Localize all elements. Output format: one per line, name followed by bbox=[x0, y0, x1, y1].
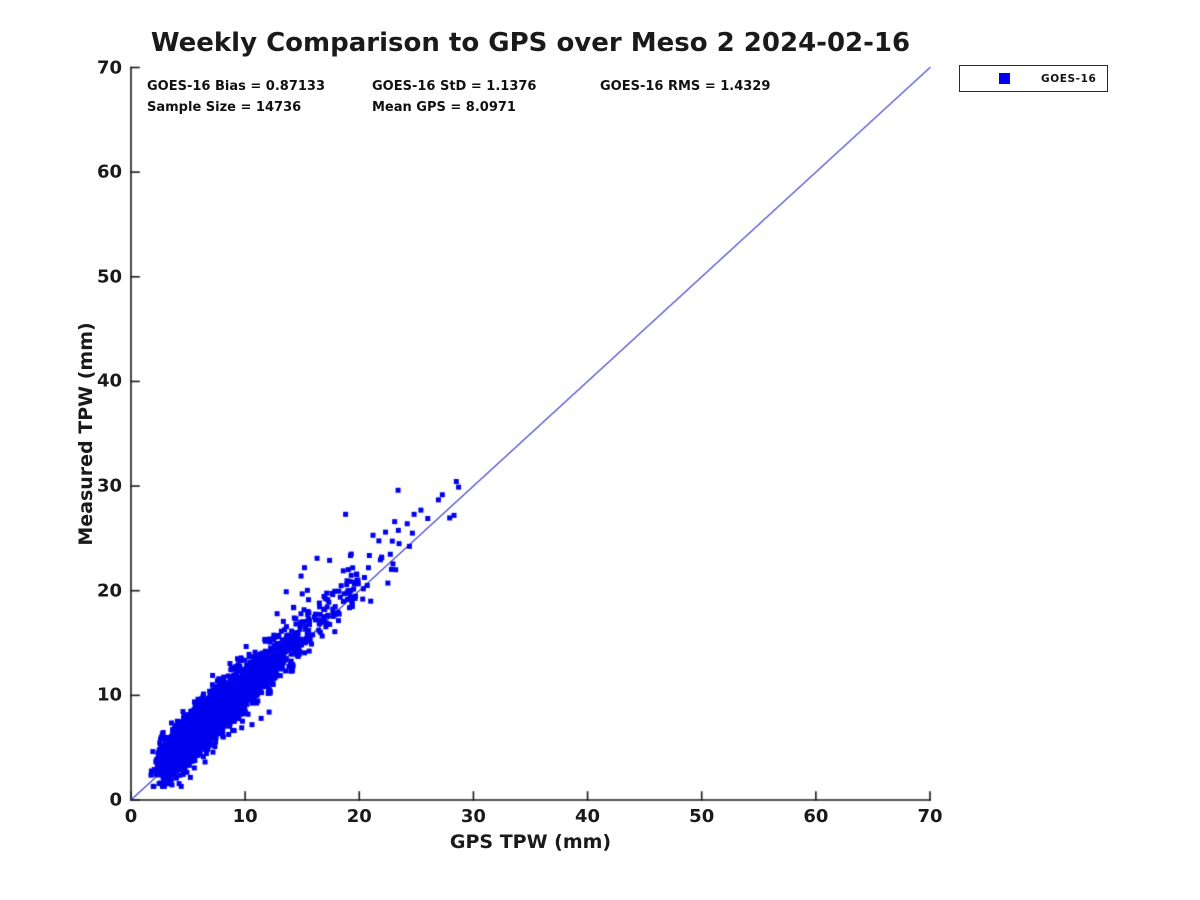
x-tick-label: 60 bbox=[803, 806, 829, 827]
y-tick-label: 60 bbox=[96, 161, 122, 183]
legend-square-marker-icon bbox=[999, 73, 1010, 84]
x-axis-label: GPS TPW (mm) bbox=[449, 831, 612, 853]
y-tick-label: 10 bbox=[96, 684, 122, 706]
x-tick-label: 40 bbox=[575, 806, 601, 827]
y-tick-label: 50 bbox=[96, 266, 122, 288]
x-tick-label: 70 bbox=[917, 806, 943, 827]
x-tick-label: 10 bbox=[232, 806, 258, 827]
chart-title: Weekly Comparison to GPS over Meso 2 202… bbox=[150, 28, 911, 58]
y-tick-label: 70 bbox=[96, 57, 122, 78]
rms-annotation: GOES-16 RMS = 1.4329 bbox=[600, 79, 771, 94]
x-tick-label: 50 bbox=[689, 806, 715, 827]
y-tick-label: 0 bbox=[109, 789, 122, 811]
bias-annotation: GOES-16 Bias = 0.87133 bbox=[147, 79, 326, 94]
x-tick-label: 20 bbox=[346, 806, 372, 827]
y-tick-label: 40 bbox=[96, 370, 122, 392]
x-tick-label: 0 bbox=[124, 806, 138, 827]
x-tick-label: 30 bbox=[460, 806, 486, 827]
legend-box: GOES-16 bbox=[959, 65, 1108, 92]
legend-label: GOES-16 bbox=[1041, 72, 1097, 85]
y-axis-label: Measured TPW (mm) bbox=[75, 322, 97, 546]
y-tick-label: 20 bbox=[96, 580, 122, 602]
std-annotation: GOES-16 StD = 1.1376 bbox=[372, 79, 537, 94]
sample-size-annotation: Sample Size = 14736 bbox=[147, 100, 302, 115]
y-tick-label: 30 bbox=[96, 475, 122, 497]
mean-gps-annotation: Mean GPS = 8.0971 bbox=[372, 100, 516, 115]
